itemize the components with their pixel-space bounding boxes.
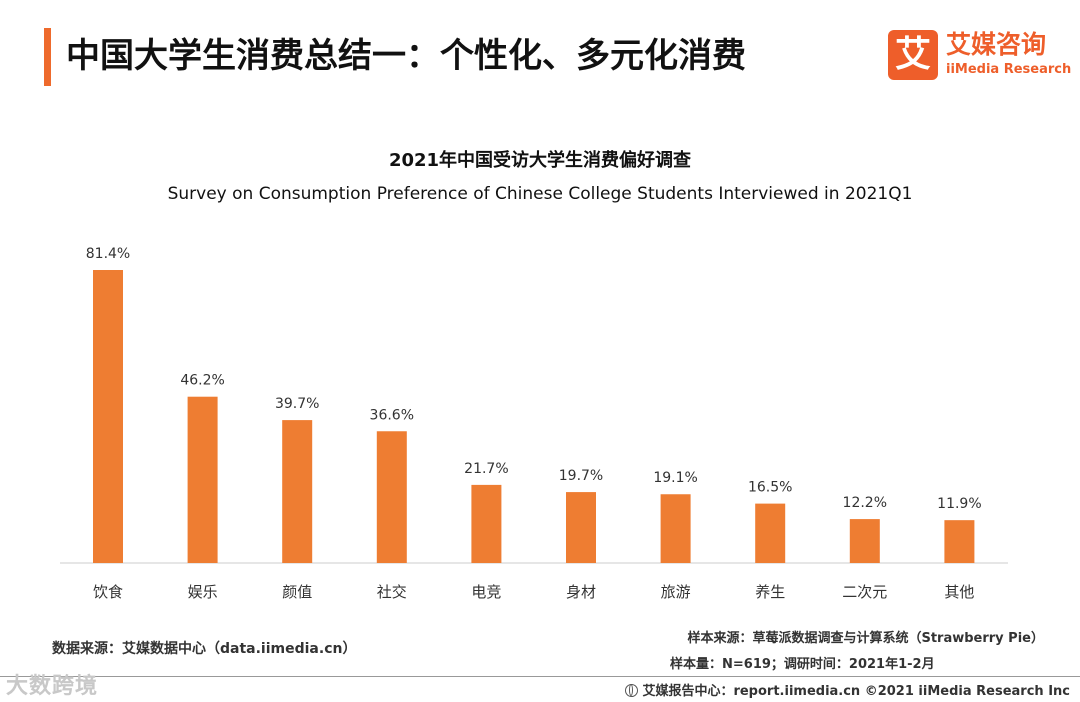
- sample-source: 样本来源：草莓派数据调查与计算系统（Strawberry Pie）: [687, 631, 1044, 646]
- data-label-8: 12.2%: [843, 495, 887, 511]
- category-label-8: 二次元: [842, 583, 887, 601]
- iimedia-logo: 艾 艾媒咨询 iiMedia Research: [888, 30, 1072, 82]
- bar-8: [849, 519, 880, 563]
- bar-3: [376, 431, 407, 563]
- category-label-7: 养生: [755, 583, 785, 601]
- bar-6: [660, 494, 691, 563]
- data-label-6: 19.1%: [653, 470, 697, 486]
- logo-cn-text: 艾媒咨询: [946, 30, 1047, 59]
- data-label-1: 46.2%: [180, 373, 224, 389]
- bar-chart: 81.4% 饮食 46.2% 娱乐 39.7% 颜值 36.6% 社交 21.7% 电竞 19.7%…: [60, 246, 1008, 601]
- sample-info: 样本量：N=619；调研时间：2021年1-2月: [670, 657, 935, 672]
- chart-subtitle: Survey on Consumption Preference of Chin…: [167, 184, 913, 204]
- footer-text: 艾媒报告中心：report.iimedia.cn ©2021 iiMedia R…: [642, 684, 1070, 699]
- data-label-7: 16.5%: [748, 480, 792, 496]
- data-label-3: 36.6%: [370, 407, 414, 423]
- page-title: 中国大学生消费总结一：个性化、多元化消费: [66, 36, 746, 76]
- data-label-5: 19.7%: [559, 468, 603, 484]
- footer: 艾媒报告中心：report.iimedia.cn ©2021 iiMedia R…: [625, 680, 1070, 699]
- bar-4: [471, 484, 502, 563]
- category-label-2: 颜值: [282, 583, 312, 601]
- data-label-0: 81.4%: [86, 246, 130, 262]
- category-label-3: 社交: [377, 583, 407, 601]
- data-label-2: 39.7%: [275, 396, 319, 412]
- category-label-9: 其他: [944, 583, 974, 601]
- bar-5: [566, 492, 596, 563]
- data-label-4: 21.7%: [464, 461, 508, 477]
- category-label-5: 身材: [566, 583, 596, 601]
- logo-mark-icon: 艾: [888, 30, 938, 80]
- footer-divider: [0, 676, 1080, 677]
- bar-0: [93, 270, 123, 563]
- globe-icon: [625, 684, 639, 697]
- bar-9: [944, 520, 975, 563]
- bar-1: [187, 396, 218, 563]
- logo-en-text: iiMedia Research: [946, 62, 1072, 77]
- data-label-9: 11.9%: [937, 496, 981, 512]
- title-accent-bar: [44, 28, 51, 86]
- category-label-0: 饮食: [93, 583, 123, 601]
- category-label-4: 电竞: [471, 583, 501, 601]
- bar-2: [282, 420, 313, 563]
- data-source: 数据来源：艾媒数据中心（data.iimedia.cn）: [52, 641, 357, 657]
- category-label-6: 旅游: [661, 583, 691, 601]
- bar-7: [755, 503, 786, 563]
- category-label-1: 娱乐: [188, 583, 218, 601]
- chart-title: 2021年中国受访大学生消费偏好调查: [388, 150, 692, 171]
- watermark: 大数跨境: [6, 674, 99, 699]
